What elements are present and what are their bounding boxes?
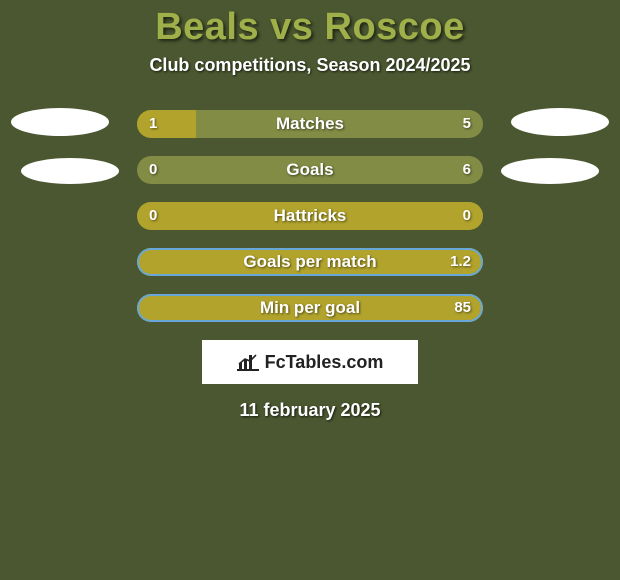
page-subtitle: Club competitions, Season 2024/2025 (0, 55, 620, 76)
footer-date: 11 february 2025 (0, 400, 620, 421)
stat-bar-value-right: 85 (454, 294, 471, 322)
chart-icon (237, 353, 259, 371)
player-right-avatar-1 (511, 108, 609, 136)
player-right-avatar-2 (501, 158, 599, 184)
stat-bar-label: Goals per match (137, 248, 483, 276)
source-logo-text: FcTables.com (265, 352, 384, 373)
stat-bars: Matches15Goals06Hattricks00Goals per mat… (137, 110, 483, 322)
stat-bar-value-left: 0 (149, 156, 157, 184)
stat-bar-value-right: 1.2 (450, 248, 471, 276)
source-logo[interactable]: FcTables.com (202, 340, 418, 384)
player-left-avatar-1 (11, 108, 109, 136)
stat-bar: Hattricks0 0 (137, 202, 483, 230)
stat-bar-value-right: 6 (463, 156, 471, 184)
stat-bar-label: Matches (137, 110, 483, 138)
stat-bar-value-left: 0 (149, 202, 157, 230)
player-left-avatar-2 (21, 158, 119, 184)
stat-bar-label: Hattricks (137, 202, 483, 230)
page-title: Beals vs Roscoe (0, 6, 620, 49)
stat-bar: Goals0 6 (137, 156, 483, 184)
stat-bar-value-right: 0 (463, 202, 471, 230)
stat-bar-label: Goals (137, 156, 483, 184)
comparison-card: Beals vs Roscoe Club competitions, Seaso… (0, 0, 620, 580)
stat-bar: Min per goal85 (137, 294, 483, 322)
stat-bar-value-right: 5 (463, 110, 471, 138)
stat-bar: Matches1 5 (137, 110, 483, 138)
stat-bar-value-left: 1 (149, 110, 157, 138)
stats-area: Matches15Goals06Hattricks00Goals per mat… (0, 110, 620, 322)
stat-bar-label: Min per goal (137, 294, 483, 322)
stat-bar: Goals per match1.2 (137, 248, 483, 276)
